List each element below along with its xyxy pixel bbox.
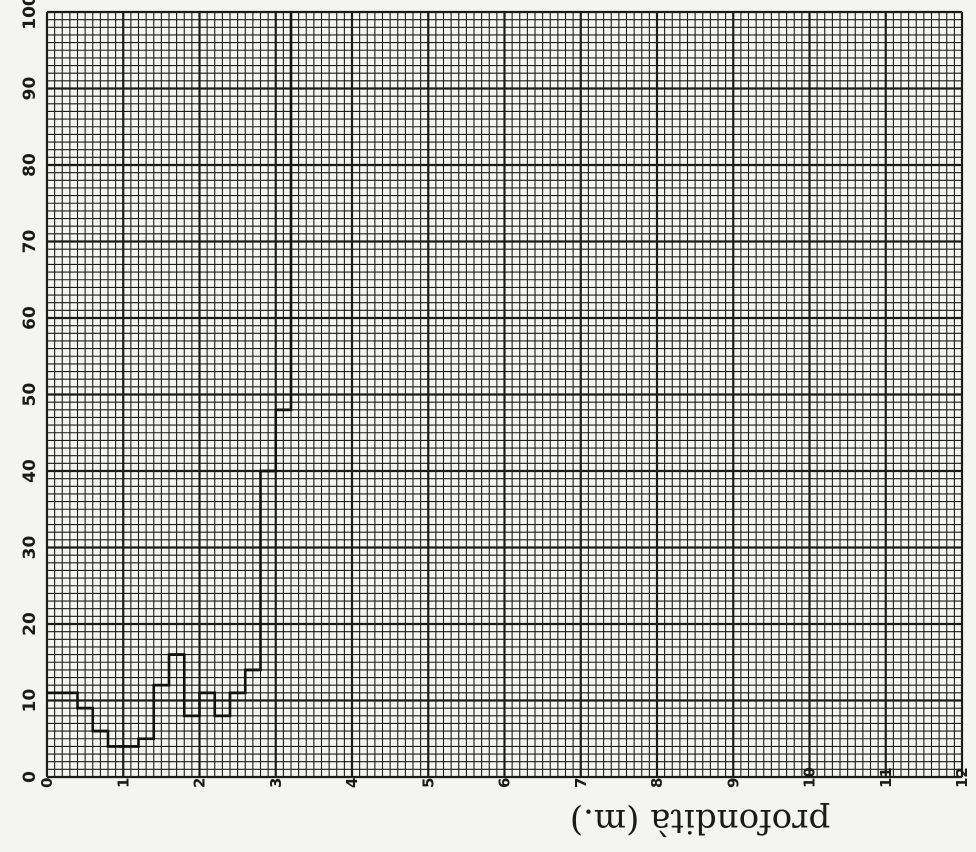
x-tick-label: 0	[38, 778, 56, 788]
x-tick-label: 8	[648, 778, 666, 788]
x-tick-label: 2	[191, 778, 209, 788]
y-tick-label: 80	[20, 153, 40, 177]
x-tick-label: 7	[572, 778, 590, 788]
x-tick-label: 6	[496, 778, 514, 788]
y-tick-label: 60	[20, 306, 40, 330]
x-tick-labels: 0 1 2 3 4 5 6 7 8 9 10 11 12	[38, 767, 971, 788]
x-tick-label: 3	[267, 778, 285, 788]
x-tick-label: 11	[877, 767, 895, 788]
x-tick-label: 12	[953, 767, 971, 788]
x-axis-title: profondità (m.)	[570, 801, 830, 841]
y-tick-label: 70	[20, 230, 40, 254]
y-tick-label: 0	[20, 771, 40, 783]
y-tick-label: 90	[20, 77, 40, 101]
x-tick-label: 10	[801, 767, 819, 788]
y-tick-label: 40	[20, 459, 40, 483]
x-tick-label: 5	[419, 778, 437, 788]
grid-major	[45, 10, 964, 779]
y-tick-labels: 0 10 20 30 40 50 60 70 80 90 100	[20, 0, 40, 783]
y-tick-label: 30	[20, 536, 40, 560]
series-layer	[47, 12, 293, 748]
y-tick-label: 20	[20, 612, 40, 636]
x-tick-label: 4	[343, 778, 361, 788]
y-tick-label: 100	[20, 0, 40, 30]
x-tick-label: 1	[114, 778, 132, 788]
x-tick-label: 9	[724, 778, 742, 788]
y-tick-label: 10	[20, 689, 40, 713]
y-tick-label: 50	[20, 383, 40, 407]
